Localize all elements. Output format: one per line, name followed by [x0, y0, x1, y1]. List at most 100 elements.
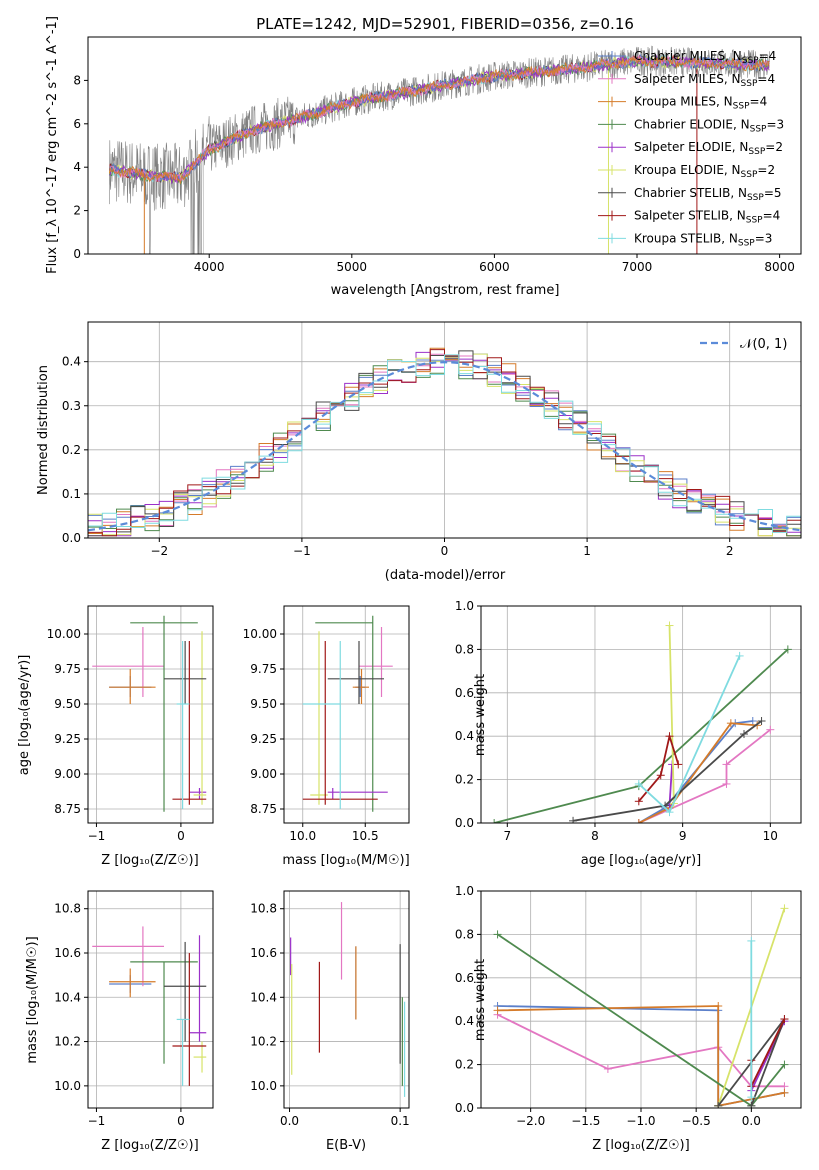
legend-sub: SSP [742, 56, 759, 66]
y-tick-label: 9.25 [54, 732, 81, 746]
y-axis-label: Normed distribution [36, 365, 51, 495]
x-axis-label: (data-model)/error [385, 568, 506, 583]
y-tick-label: 0.4 [455, 1014, 474, 1028]
weight-line-5 [668, 625, 675, 804]
y-tick-label: 0.6 [455, 686, 474, 700]
legend-entry: Salpeter MILES, NSSP=4 [634, 72, 775, 89]
x-axis-label: Z [log₁₀(Z/Z☉)] [101, 1138, 198, 1153]
y-tick-label: 9.00 [54, 767, 81, 781]
legend-entry: Kroupa MILES, NSSP=4 [634, 95, 767, 112]
x-tick-label: 9 [679, 829, 687, 843]
legend-suffix: =2 [765, 140, 783, 154]
plot-area [493, 904, 789, 1108]
plot-area [490, 621, 792, 823]
x-axis-label: Z [log₁₀(Z/Z☉)] [592, 1138, 689, 1153]
y-tick-label: 0.8 [455, 927, 474, 941]
y-tick-label: 10.0 [250, 1079, 277, 1093]
legend-entry: Salpeter STELIB, NSSP=4 [634, 209, 780, 226]
axes-frame [87, 605, 214, 824]
axes-frame [480, 605, 802, 824]
y-tick-label: 0 [73, 247, 81, 261]
y-axis-label: age [log₁₀(age/yr)] [17, 655, 32, 776]
residual-histogram-8 [88, 354, 801, 537]
legend-entry: Chabrier MILES, NSSP=4 [634, 49, 776, 66]
y-tick-label: 9.75 [250, 662, 277, 676]
legend-suffix: =4 [759, 49, 777, 63]
y-tick-label: 2 [73, 204, 81, 218]
legend-suffix: =4 [750, 95, 768, 109]
axes-frame [87, 36, 802, 255]
y-axis-label: mass [log₁₀(M/M☉)] [25, 936, 40, 1063]
spectrum-panel: 4000 5000 6000 7000 8000 0 2 4 6 8 wavelength [Ang… [45, 16, 802, 298]
weight-line-7 [750, 1018, 786, 1087]
x-tick-label: −1 [88, 829, 106, 843]
legend-entry: Chabrier ELODIE, NSSP=3 [634, 117, 784, 134]
legend-suffix: =2 [757, 163, 775, 177]
legend-entry: 𝒩(0, 1) [740, 337, 787, 352]
x-tick-label: 5000 [337, 260, 368, 274]
figure-title: PLATE=1242, MJD=52901, FIBERID=0356, z=0… [256, 15, 634, 33]
plot-area [88, 347, 801, 537]
y-tick-label: 10.6 [54, 946, 81, 960]
y-axis-label: mass weight [473, 674, 488, 756]
legend-sub: SSP [746, 216, 763, 226]
x-axis-label: wavelength [Angstrom, rest frame] [331, 283, 560, 298]
y-tick-label: 8.75 [54, 802, 81, 816]
legend-suffix: =5 [764, 186, 782, 200]
y-tick-label: 10.4 [54, 990, 81, 1004]
y-tick-label: 10.6 [250, 946, 277, 960]
x-tick-label: −1 [88, 1114, 106, 1128]
y-axis-label: Flux [f_λ 10^-17 erg cm^-2 s^-1 A^-1] [45, 16, 60, 274]
y-tick-label: 0.8 [455, 642, 474, 656]
y-tick-label: 9.00 [250, 767, 277, 781]
legend-entry: Kroupa ELODIE, NSSP=2 [634, 163, 775, 180]
axes-frame [283, 890, 410, 1109]
y-tick-label: 10.0 [54, 1079, 81, 1093]
x-tick-label: 0 [177, 829, 185, 843]
y-tick-label: 9.50 [54, 697, 81, 711]
legend-suffix: =4 [757, 72, 775, 86]
legend-sub: SSP [741, 79, 758, 89]
y-tick-label: 6 [73, 117, 81, 131]
y-tick-label: 0.0 [455, 1101, 474, 1115]
legend-entry: Kroupa STELIB, NSSP=3 [634, 231, 772, 248]
weight-line-6 [572, 720, 763, 822]
x-tick-label: 0.0 [280, 1114, 299, 1128]
x-tick-label: −0.5 [682, 1114, 711, 1128]
mass-vs-z-panel: −1 0 10.0 10.2 10.4 10.6 10.8 Z [log₁₀(Z/Z☉)] ma… [25, 890, 214, 1153]
y-tick-label: 0.1 [62, 487, 81, 501]
age-vs-mass-panel: 10.0 10.5 8.75 9.00 9.25 9.50 9.75 10.00 mass [l… [243, 605, 410, 868]
x-axis-label: mass [log₁₀(M/M☉)] [282, 853, 409, 868]
y-tick-label: 10.4 [250, 990, 277, 1004]
y-tick-label: 9.75 [54, 662, 81, 676]
y-tick-label: 0.4 [62, 355, 81, 369]
x-tick-label: 10 [763, 829, 778, 843]
y-tick-label: 0.2 [455, 1058, 474, 1072]
age-vs-z-panel: −1 0 8.75 9.00 9.25 9.50 9.75 10.00 Z [log₁₀(Z/Z… [17, 605, 214, 868]
observed-spectrum [109, 45, 770, 254]
y-tick-label: 0.3 [62, 399, 81, 413]
x-tick-label: 7 [503, 829, 511, 843]
legend-entry: Chabrier STELIB, NSSP=5 [634, 186, 782, 203]
x-tick-label: 8000 [764, 260, 795, 274]
x-tick-label: 10.5 [352, 829, 379, 843]
legend-sub: SSP [738, 238, 755, 248]
legend-sub: SSP [750, 124, 767, 134]
x-tick-label: 4000 [194, 260, 225, 274]
x-tick-label: 7000 [622, 260, 653, 274]
x-tick-label: 0 [177, 1114, 185, 1128]
weight-line-1 [638, 728, 771, 823]
weight-vs-z-panel: −2.0 −1.5 −1.0 −0.5 0.0 0.0 0.2 0.4 0.6 0.8 1.0 Z [… [455, 884, 802, 1153]
x-tick-label: 1 [583, 544, 591, 558]
y-tick-label: 10.8 [250, 902, 277, 916]
legend-sub: SSP [733, 102, 750, 112]
y-tick-label: 1.0 [455, 884, 474, 898]
y-tick-label: 0.0 [62, 531, 81, 545]
mass-vs-ebv-panel: 0.0 0.1 10.0 10.2 10.4 10.6 10.8 E(B-V) [250, 890, 410, 1153]
weight-line-2 [638, 722, 758, 823]
legend-sub: SSP [747, 193, 764, 203]
legend-sub: SSP [741, 170, 758, 180]
y-tick-label: 9.25 [250, 732, 277, 746]
y-tick-label: 0.2 [455, 773, 474, 787]
x-tick-label: −1 [293, 544, 311, 558]
